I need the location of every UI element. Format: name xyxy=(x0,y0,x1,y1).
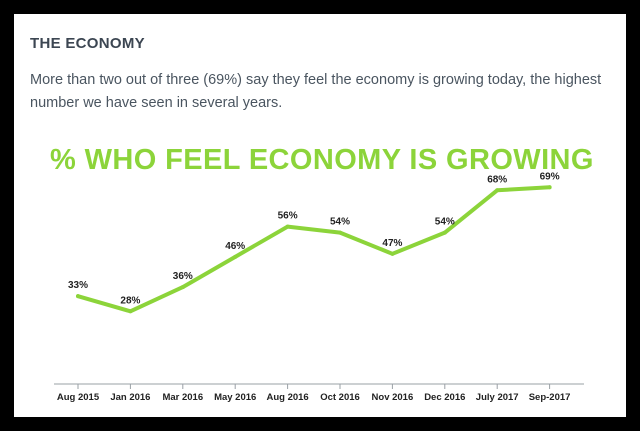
chart-title: % WHO FEEL ECONOMY IS GROWING xyxy=(50,144,594,176)
x-tick-label: Aug 2016 xyxy=(266,392,308,403)
x-tick-label: Aug 2015 xyxy=(57,392,100,403)
data-label: 47% xyxy=(382,238,402,249)
data-point xyxy=(285,224,290,229)
data-label: 56% xyxy=(278,211,298,222)
data-point xyxy=(338,230,342,235)
series-line xyxy=(76,185,552,314)
data-label: 46% xyxy=(225,241,245,252)
data-point xyxy=(495,188,500,193)
x-tick-label: May 2016 xyxy=(214,392,256,403)
data-point xyxy=(442,230,447,235)
x-tick-label: Dec 2016 xyxy=(424,392,465,403)
slide-panel: THE ECONOMY More than two out of three (… xyxy=(14,14,626,417)
data-point xyxy=(390,251,395,256)
data-label: 69% xyxy=(540,171,560,182)
data-point xyxy=(233,254,238,259)
x-tick-label: Oct 2016 xyxy=(320,392,360,403)
data-label: 28% xyxy=(120,295,140,306)
data-point xyxy=(76,294,80,299)
x-tick-label: Jan 2016 xyxy=(110,392,150,403)
data-label: 36% xyxy=(173,271,193,282)
x-tick-label: July 2017 xyxy=(476,392,519,403)
data-label: 54% xyxy=(330,217,350,228)
data-label: 54% xyxy=(435,217,455,228)
section-title: THE ECONOMY xyxy=(30,35,145,52)
line-chart: Aug 2015 Jan 2016 Mar 2016 May 2016 Aug 2016… xyxy=(54,171,584,403)
intro-paragraph: More than two out of three (69%) say the… xyxy=(30,72,602,111)
data-point xyxy=(547,185,552,190)
x-tick-label: Sep-2017 xyxy=(529,392,571,403)
data-point xyxy=(180,285,185,290)
data-label: 33% xyxy=(68,280,88,291)
x-tick-label: Mar 2016 xyxy=(162,392,203,403)
data-point xyxy=(128,309,133,314)
x-tick-label: Nov 2016 xyxy=(372,392,414,403)
data-label: 68% xyxy=(487,174,507,185)
